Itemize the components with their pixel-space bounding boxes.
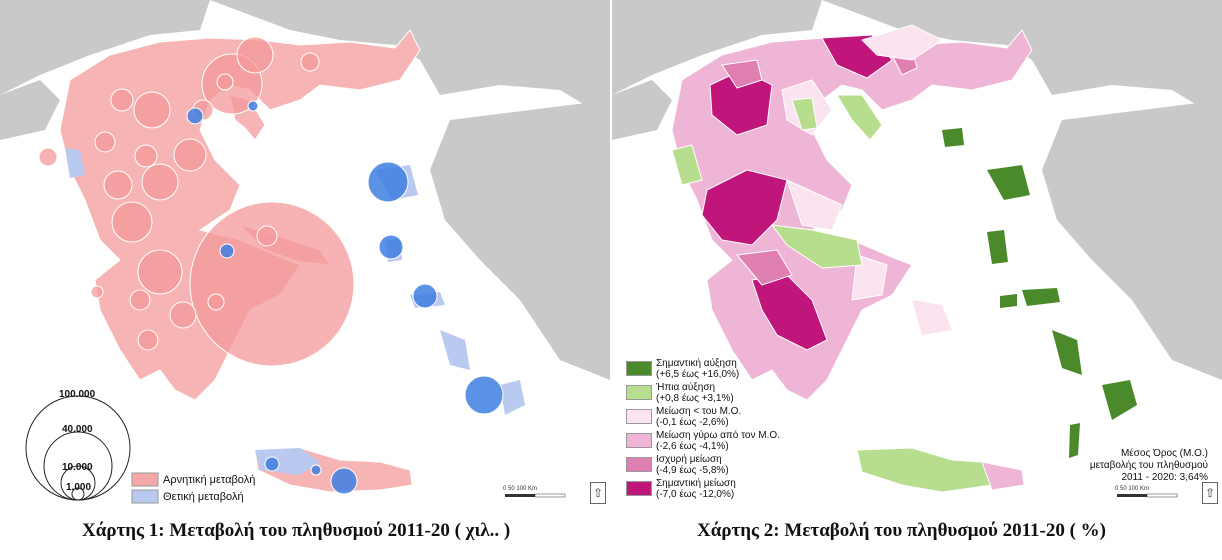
bubble-scale-label-100000: 100.000 [59,389,96,400]
legend-swatch [626,481,652,496]
legend-range: (-0,1 έως -2,6%) [656,417,729,428]
legend-label: Σημαντική αύξηση [656,358,737,369]
region-below-avg [851,254,888,301]
region-heavy-decline [721,59,763,89]
legend-range: (-4,9 έως -5,8%) [656,465,729,476]
dodecanese [440,330,470,370]
bubble-lesvos [367,161,409,203]
legend-swatch [626,457,652,472]
neighbour-land [612,0,822,95]
legend-row-significant-increase: Σημαντική αύξηση (+6,5 έως +16,0%) [626,358,826,382]
bubble-scale-label-40000: 40.000 [62,424,93,435]
cyclades [912,300,952,335]
legend-label: Σημαντική μείωση [656,478,736,489]
map-population-change-percent: Σημαντική αύξηση (+6,5 έως +16,0%) Ήπια α… [612,0,1222,510]
region-heavy-decline [736,249,793,286]
average-line1: Μέσος Όρος (Μ.Ο.) [1120,448,1208,459]
neighbour-land [612,80,672,140]
legend-swatch [626,385,652,400]
limnos [942,128,964,147]
average-line2: μεταβολής του πληθυσμού [1089,460,1208,471]
legend-range: (-7,0 έως -12,0%) [656,489,735,500]
legend-positive-label: Θετική μεταβολή [163,491,244,503]
legend-range: (+0,8 έως +3,1%) [656,393,734,404]
legend-swatch [626,361,652,376]
region-mild-increase [791,97,818,131]
bubble-rhodes [464,375,504,415]
scale-bar-1 [505,493,566,498]
scale-bar-2 [1117,493,1178,498]
legend-row-below-average: Μείωση < του Μ.Ο. (-0,1 έως -2,6%) [626,406,826,430]
bubble-scale-label-10000: 10.000 [62,462,93,473]
rhodes [500,380,525,415]
legend-label: Μείωση γύρω από τον Μ.Ο. [656,430,780,441]
legend-row-strong-decline: Ισχυρή μείωση (-4,9 έως -5,8%) [626,454,826,478]
legend-label: Ήπια αύξηση [656,382,716,393]
chios [987,230,1008,264]
region-mild-increase [770,224,863,269]
region-mild-increase [836,94,883,141]
corfu [65,148,85,178]
legend-label: Ισχυρή μείωση [656,454,722,465]
ikaria [1000,294,1017,308]
legend-row-significant-decline: Σημαντική μείωση (-7,0 έως -12,0%) [626,478,826,502]
legend-negative-swatch [131,472,159,487]
average-box: Μέσος Όρος (Μ.Ο.) μεταβολής του πληθυσμο… [1090,448,1208,484]
legend-label: Μείωση < του Μ.Ο. [656,406,742,417]
north-arrow-icon: ⇧ [1202,482,1218,504]
legend-swatch [626,433,652,448]
neighbour-land [1042,100,1222,380]
legend-range: (+6,5 έως +16,0%) [656,369,740,380]
bubble-scale-label-1000: 1.000 [66,482,92,493]
negative-bubbles [38,36,355,367]
legend-range: (-2,6 έως -4,1%) [656,441,729,452]
map1-canvas [0,0,610,510]
neighbour-land [210,0,610,120]
region-strong-decline [701,169,788,246]
legend-swatch [626,409,652,424]
caption-map2: Χάρτης 2: Μεταβολή του πληθυσμού 2011-20… [697,520,1107,541]
rhodes [1102,380,1137,420]
region-strong-decline [751,274,828,351]
dodecanese [1052,330,1082,375]
region-below-avg [861,24,943,61]
samos [1022,288,1060,306]
neighbour-land [0,0,210,95]
positive-bubbles [186,100,504,495]
legend-negative-label: Αρνητική μεταβολή [163,474,256,486]
scale-bar-label: 0 50 100 Km [1115,486,1150,492]
legend-row-mild-increase: Ήπια αύξηση (+0,8 έως +3,1%) [626,382,826,406]
crete-east [981,461,1025,491]
caption-map1: Χάρτης 1: Μεταβολή του πληθυσμού 2011-20… [82,520,511,541]
neighbour-land [430,100,610,380]
neighbour-land [0,80,60,140]
map-population-change-thousands: 100.000 40.000 10.000 1.000 Αρνητική μετ… [0,0,610,510]
region-below-avg [786,179,843,231]
average-line3: 2011 - 2020: 3,64% [1121,472,1208,483]
bubble-scale-legend [25,395,131,501]
map2-canvas [612,0,1222,510]
lesvos [987,165,1030,200]
north-arrow-icon: ⇧ [590,482,606,504]
legend-row-around-average: Μείωση γύρω από τον Μ.Ο. (-2,6 έως -4,1%) [626,430,826,454]
region-mild-increase [671,144,703,186]
karpathos [1069,423,1080,458]
bubble-attica [189,201,355,367]
scale-bar-label: 0 50 100 Km [503,486,538,492]
legend-percent-change: Σημαντική αύξηση (+6,5 έως +16,0%) Ήπια α… [626,358,826,502]
legend-positive-swatch [131,489,159,504]
